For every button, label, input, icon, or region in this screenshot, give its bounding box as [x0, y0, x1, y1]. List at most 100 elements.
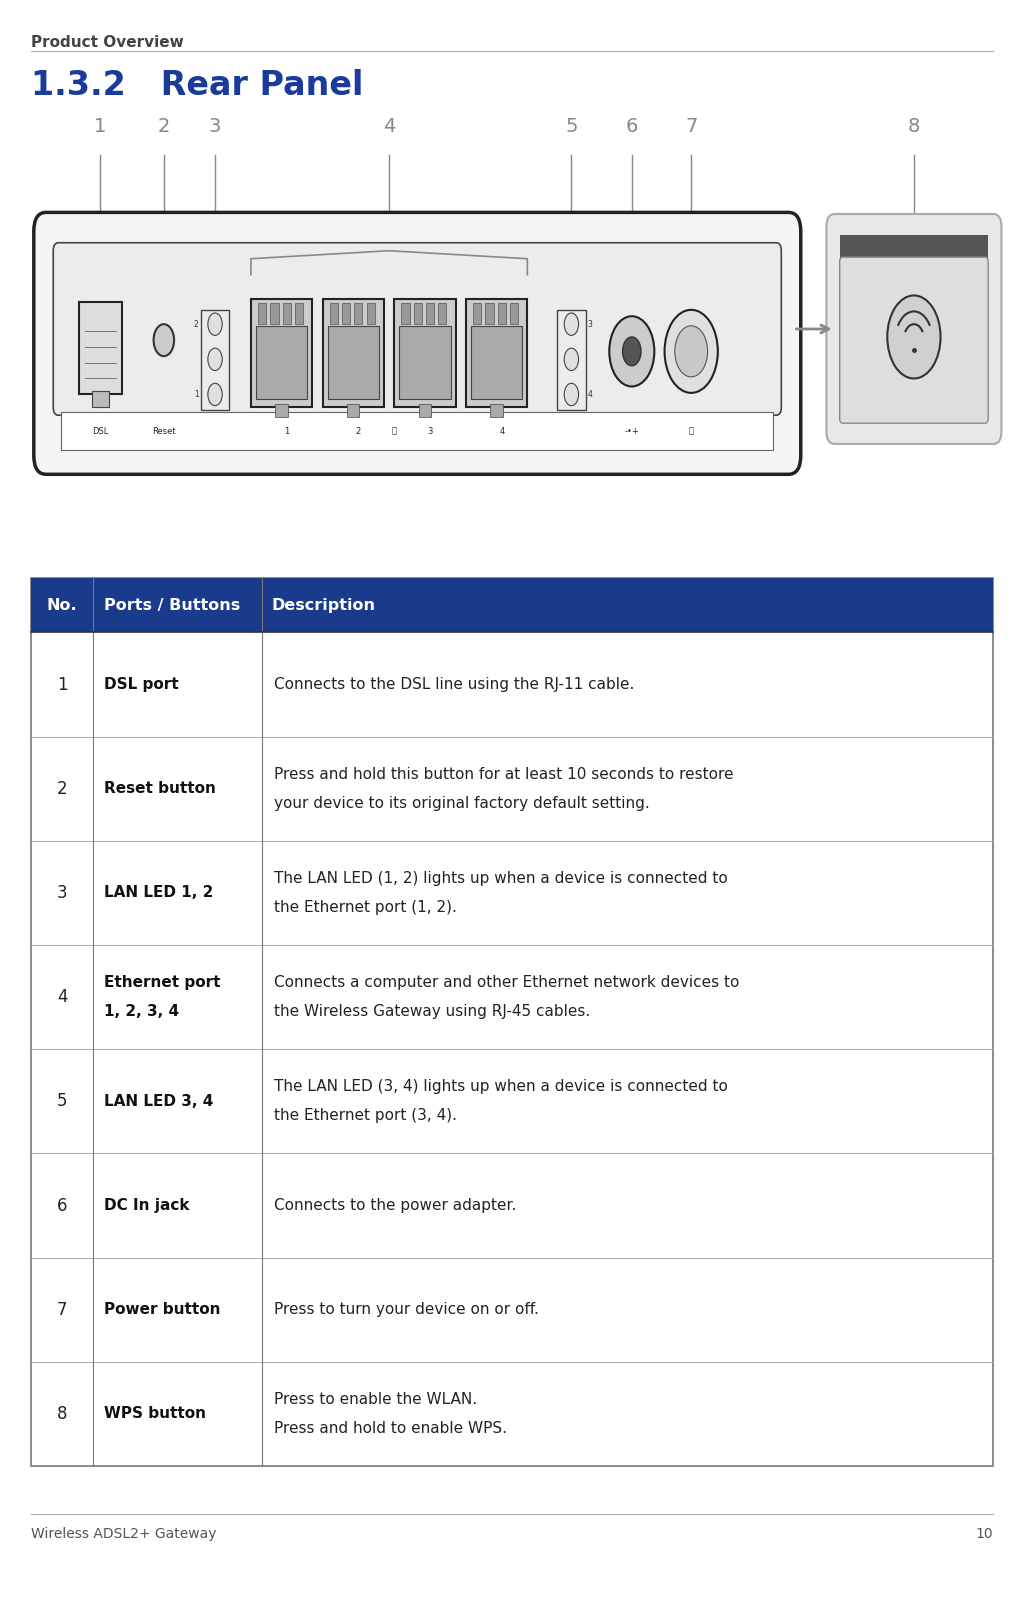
Circle shape: [623, 337, 641, 366]
Circle shape: [564, 383, 579, 406]
Text: DC In jack: DC In jack: [103, 1198, 189, 1214]
Circle shape: [564, 313, 579, 335]
Bar: [92, 391, 109, 407]
Text: -•+: -•+: [625, 426, 639, 436]
Bar: [347, 404, 359, 417]
Bar: [354, 303, 362, 324]
Bar: [367, 303, 375, 324]
Text: 10: 10: [976, 1527, 993, 1541]
Text: 3: 3: [427, 426, 433, 436]
Text: Connects to the power adapter.: Connects to the power adapter.: [274, 1198, 516, 1214]
Text: 2: 2: [158, 117, 170, 136]
Text: LAN LED 1, 2: LAN LED 1, 2: [103, 885, 213, 901]
Text: the Wireless Gateway using RJ-45 cables.: the Wireless Gateway using RJ-45 cables.: [274, 1005, 590, 1019]
Bar: [283, 303, 291, 324]
Text: 8: 8: [907, 117, 921, 136]
Text: 1, 2, 3, 4: 1, 2, 3, 4: [103, 1005, 178, 1019]
Text: WPS button: WPS button: [103, 1407, 206, 1421]
Text: 1: 1: [94, 117, 106, 136]
FancyBboxPatch shape: [826, 214, 1001, 444]
Text: Reset: Reset: [152, 426, 176, 436]
Text: Ports / Buttons: Ports / Buttons: [103, 597, 240, 613]
Text: 4: 4: [588, 390, 593, 399]
Bar: [275, 404, 288, 417]
Text: Press to enable the WLAN.: Press to enable the WLAN.: [274, 1393, 477, 1407]
Bar: [401, 303, 410, 324]
Bar: [510, 303, 518, 324]
Bar: [419, 404, 431, 417]
Bar: [485, 303, 494, 324]
Text: Press and hold this button for at least 10 seconds to restore: Press and hold this button for at least …: [274, 767, 733, 783]
Text: ⧉: ⧉: [392, 426, 396, 436]
Text: Product Overview: Product Overview: [31, 35, 183, 50]
Text: the Ethernet port (3, 4).: the Ethernet port (3, 4).: [274, 1108, 457, 1123]
Text: 3: 3: [588, 319, 593, 329]
Circle shape: [208, 383, 222, 406]
Text: 5: 5: [56, 1092, 68, 1110]
Text: Press and hold to enable WPS.: Press and hold to enable WPS.: [274, 1421, 507, 1436]
Bar: [840, 235, 988, 259]
Bar: [466, 299, 527, 407]
Text: Reset button: Reset button: [103, 781, 215, 797]
Text: The LAN LED (1, 2) lights up when a device is connected to: The LAN LED (1, 2) lights up when a devi…: [274, 870, 728, 886]
Circle shape: [665, 310, 718, 393]
Bar: [258, 303, 266, 324]
Circle shape: [887, 295, 940, 378]
Text: No.: No.: [47, 597, 78, 613]
Text: your device to its original factory default setting.: your device to its original factory defa…: [274, 795, 650, 811]
Circle shape: [208, 348, 222, 371]
Text: Connects a computer and other Ethernet network devices to: Connects a computer and other Ethernet n…: [274, 976, 739, 990]
Circle shape: [609, 316, 654, 386]
FancyBboxPatch shape: [840, 257, 988, 423]
Bar: [399, 326, 451, 399]
Text: Power button: Power button: [103, 1302, 220, 1318]
Text: 4: 4: [499, 426, 505, 436]
Text: Ethernet port: Ethernet port: [103, 976, 220, 990]
Bar: [256, 326, 307, 399]
Text: 5: 5: [565, 117, 578, 136]
Bar: [490, 404, 503, 417]
Bar: [31, 578, 993, 1466]
Text: 3: 3: [209, 117, 221, 136]
Text: Press to turn your device on or off.: Press to turn your device on or off.: [274, 1302, 539, 1318]
Bar: [328, 326, 379, 399]
Text: the Ethernet port (1, 2).: the Ethernet port (1, 2).: [274, 899, 457, 915]
Bar: [251, 299, 312, 407]
Text: Wireless ADSL2+ Gateway: Wireless ADSL2+ Gateway: [31, 1527, 216, 1541]
Circle shape: [564, 348, 579, 371]
Text: Description: Description: [272, 597, 376, 613]
FancyBboxPatch shape: [34, 212, 801, 474]
Bar: [342, 303, 350, 324]
Bar: [323, 299, 384, 407]
Bar: [414, 303, 422, 324]
Text: 6: 6: [56, 1196, 68, 1215]
Bar: [557, 310, 586, 410]
Text: 1: 1: [56, 676, 68, 693]
Text: 4: 4: [383, 117, 395, 136]
Text: 2: 2: [194, 319, 199, 329]
Text: 1: 1: [194, 390, 199, 399]
Text: DSL: DSL: [92, 426, 109, 436]
Bar: [270, 303, 279, 324]
Text: ⏻: ⏻: [689, 426, 693, 436]
Bar: [471, 326, 522, 399]
Bar: [201, 310, 229, 410]
Circle shape: [208, 313, 222, 335]
Circle shape: [154, 324, 174, 356]
Text: 2: 2: [56, 779, 68, 798]
Bar: [295, 303, 303, 324]
Text: 7: 7: [56, 1300, 68, 1319]
Bar: [61, 412, 773, 450]
Text: 4: 4: [56, 989, 68, 1006]
Text: 8: 8: [56, 1405, 68, 1423]
Text: 3: 3: [56, 883, 68, 902]
Bar: [473, 303, 481, 324]
Text: 6: 6: [626, 117, 638, 136]
Text: 2: 2: [355, 426, 361, 436]
Bar: [394, 299, 456, 407]
Circle shape: [675, 326, 708, 377]
Text: 7: 7: [685, 117, 697, 136]
Bar: [330, 303, 338, 324]
Bar: [438, 303, 446, 324]
Text: 1.3.2   Rear Panel: 1.3.2 Rear Panel: [31, 69, 364, 102]
